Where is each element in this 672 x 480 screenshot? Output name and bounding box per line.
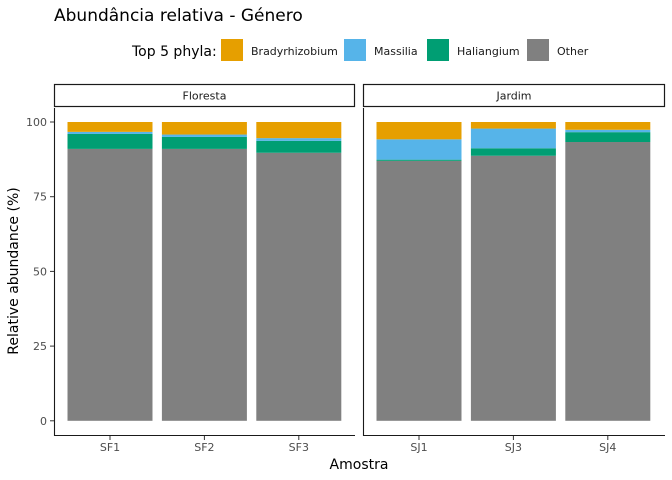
y-tick-label: 0: [40, 415, 47, 428]
y-tick-label: 50: [33, 265, 47, 278]
x-tick-label-sf1: SF1: [100, 441, 120, 454]
x-tick-label-sj4: SJ4: [599, 441, 616, 454]
x-tick-label-sj1: SJ1: [410, 441, 427, 454]
bar-segment-sf3-bradyrhizobium: [256, 122, 342, 139]
legend-label-other: Other: [557, 45, 589, 58]
bar-segment-sf3-massilia: [256, 138, 342, 141]
bar-segment-sf2-bradyrhizobium: [161, 122, 247, 135]
facet-strip: [53, 83, 356, 108]
y-axis: 0 25 50 75 100: [26, 116, 54, 428]
panel-jardim: Jardim SJ1 SJ3 SJ4: [362, 83, 666, 454]
bar-segment-sf2-massilia: [161, 134, 247, 137]
facet-strip: [362, 83, 666, 108]
legend-label-haliangium: Haliangium: [457, 45, 520, 58]
legend-swatch-haliangium: [427, 39, 449, 61]
x-tick-label-sf3: SF3: [289, 441, 309, 454]
legend-label-bradyrhizobium: Bradyrhizobium: [251, 45, 338, 58]
bar-segment-sj4-other: [565, 142, 651, 421]
y-tick-label: 100: [26, 116, 47, 129]
x-tick-label-sj3: SJ3: [505, 441, 522, 454]
bar-segment-sj1-bradyrhizobium: [376, 122, 462, 140]
x-axis-title: Amostra: [330, 457, 389, 473]
bar-segment-sf1-massilia: [67, 131, 153, 134]
bar-segment-sj3-bradyrhizobium: [470, 122, 556, 129]
legend-title: Top 5 phyla:: [131, 44, 217, 60]
bar-segment-sf1-other: [67, 148, 153, 421]
y-tick-label: 25: [33, 340, 47, 353]
bar-segment-sf3-haliangium: [256, 140, 342, 153]
bar-segment-sf3-other: [256, 152, 342, 421]
facet-panels: Floresta SF1 SF2 SF3 Jardim SJ1 SJ3 SJ4: [53, 83, 666, 454]
bar-segment-sf2-other: [161, 148, 247, 421]
bar-segment-sj1-other: [376, 160, 462, 421]
legend-label-massilia: Massilia: [374, 45, 418, 58]
y-tick-label: 75: [33, 191, 47, 204]
facet-strip-label: Floresta: [183, 90, 227, 103]
bar-segment-sj4-haliangium: [565, 132, 651, 143]
facet-strip-label: Jardim: [495, 90, 531, 103]
panel-floresta: Floresta SF1 SF2 SF3: [53, 83, 356, 454]
legend-swatch-bradyrhizobium: [221, 39, 243, 61]
bar-segment-sj3-haliangium: [470, 148, 556, 156]
x-tick-label-sf2: SF2: [194, 441, 214, 454]
bar-segment-sf1-haliangium: [67, 133, 153, 149]
bar-segment-sf2-haliangium: [161, 136, 247, 149]
legend-swatch-massilia: [344, 39, 366, 61]
bar-segment-sj3-massilia: [470, 128, 556, 149]
bar-segment-sj4-bradyrhizobium: [565, 122, 651, 130]
bar-segment-sj1-haliangium: [376, 159, 462, 161]
bar-segment-sj4-massilia: [565, 129, 651, 133]
bar-segment-sj3-other: [470, 155, 556, 421]
legend: Top 5 phyla: Bradyrhizobium Massilia Halian…: [131, 39, 589, 61]
bar-segment-sf1-bradyrhizobium: [67, 122, 153, 132]
legend-swatch-other: [527, 39, 549, 61]
y-axis-title: Relative abundance (%): [6, 187, 22, 354]
bar-segment-sj1-massilia: [376, 139, 462, 160]
chart-title: Abundância relativa - Género: [54, 6, 303, 26]
